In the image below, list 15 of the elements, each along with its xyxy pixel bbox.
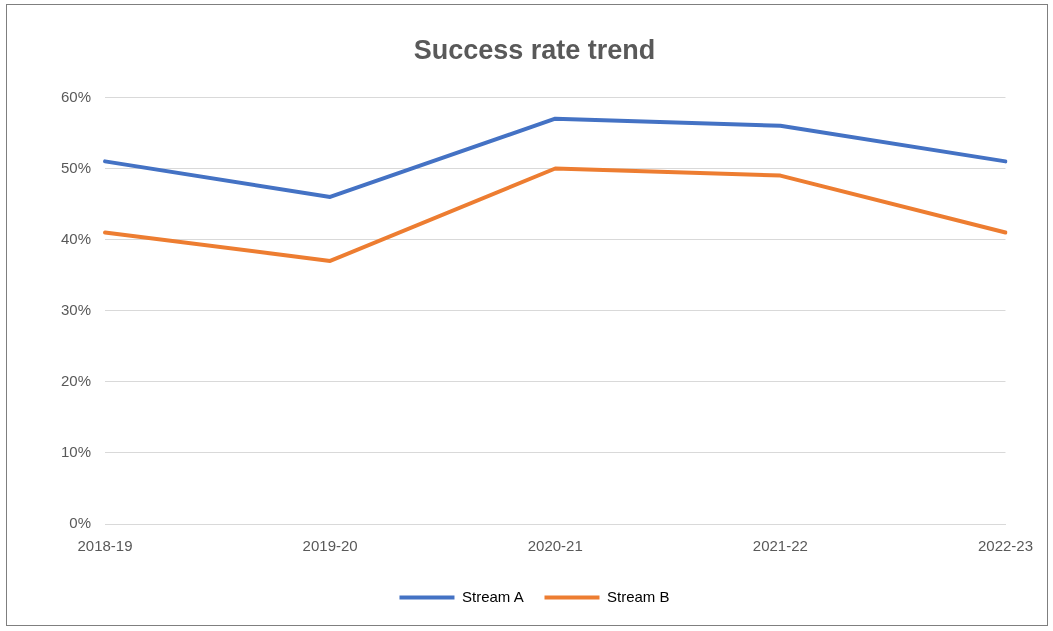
y-tick-label: 30%	[60, 300, 92, 318]
y-tick-label: 60%	[60, 87, 92, 105]
x-tick-label: 2020-21	[527, 537, 583, 555]
chart-title: Success rate trend	[413, 34, 656, 65]
x-tick-label: 2021-22	[752, 537, 808, 555]
y-tick-label: 0%	[69, 514, 92, 532]
y-tick-label: 50%	[60, 158, 92, 176]
legend-label: Stream B	[607, 587, 670, 605]
x-tick-label: 2022-23	[977, 537, 1034, 555]
x-tick-label: 2018-19	[77, 537, 133, 555]
y-tick-label: 20%	[60, 371, 92, 389]
x-tick-label: 2019-20	[302, 537, 358, 555]
y-tick-label: 40%	[60, 229, 92, 247]
y-tick-label: 10%	[60, 443, 92, 461]
legend-label: Stream A	[461, 587, 524, 605]
